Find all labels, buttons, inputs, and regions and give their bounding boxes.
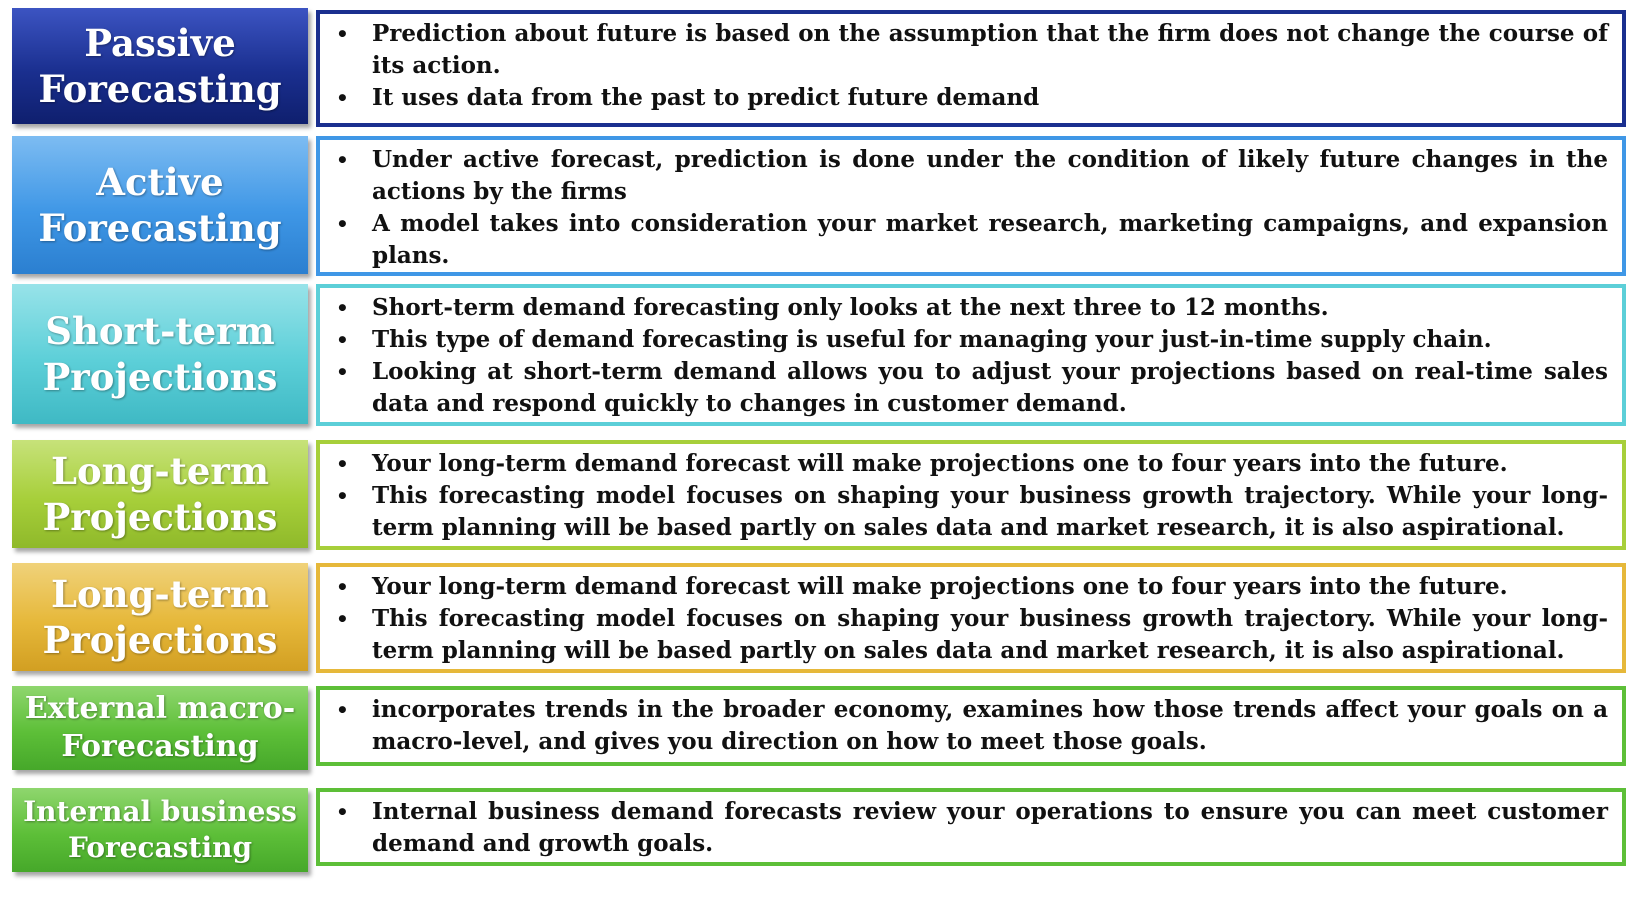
bullet-list: incorporates trends in the broader econo… [334, 694, 1608, 758]
label-line: Internal business [23, 795, 297, 828]
label-passive-forecasting: Passive Forecasting [12, 8, 308, 124]
label-long-term-projections: Long-term Projections [12, 440, 308, 548]
bullet-item: A model takes into consideration your ma… [334, 208, 1608, 272]
content-box-external-macro: incorporates trends in the broader econo… [316, 686, 1626, 766]
label-line: Active [96, 160, 224, 204]
label-external-macro-forecasting: External macro- Forecasting [12, 686, 308, 770]
label-line: Long-term [50, 449, 270, 493]
label-line: Short-term [45, 309, 275, 353]
bullet-item: Internal business demand forecasts revie… [334, 796, 1608, 860]
bullet-item: It uses data from the past to predict fu… [334, 82, 1608, 114]
label-internal-business-forecasting: Internal business Forecasting [12, 788, 308, 872]
bullet-item: Your long-term demand forecast will make… [334, 448, 1608, 480]
bullet-item: Looking at short-term demand allows you … [334, 356, 1608, 420]
content-box-long-term-gold: Your long-term demand forecast will make… [316, 563, 1626, 673]
bullet-item: This forecasting model focuses on shapin… [334, 480, 1608, 544]
bullet-item: Short-term demand forecasting only looks… [334, 292, 1608, 324]
bullet-list: Your long-term demand forecast will make… [334, 571, 1608, 667]
label-long-term-projections: Long-term Projections [12, 563, 308, 671]
bullet-list: Prediction about future is based on the … [334, 18, 1608, 114]
bullet-item: This type of demand forecasting is usefu… [334, 324, 1608, 356]
label-line: Projections [42, 495, 278, 539]
content-box-active: Under active forecast, prediction is don… [316, 136, 1626, 276]
label-line: Projections [42, 355, 278, 399]
label-line: Forecasting [61, 729, 259, 764]
label-active-forecasting: Active Forecasting [12, 136, 308, 274]
bullet-item: Prediction about future is based on the … [334, 18, 1608, 82]
label-line: Forecasting [67, 831, 253, 864]
content-box-long-term-green: Your long-term demand forecast will make… [316, 440, 1626, 550]
content-box-passive: Prediction about future is based on the … [316, 10, 1626, 127]
label-line: Passive [84, 21, 236, 65]
label-line: Long-term [50, 572, 270, 616]
bullet-item: Under active forecast, prediction is don… [334, 144, 1608, 208]
label-short-term-projections: Short-term Projections [12, 284, 308, 424]
label-line: Projections [42, 618, 278, 662]
content-box-short-term: Short-term demand forecasting only looks… [316, 284, 1626, 426]
label-line: Forecasting [38, 206, 282, 250]
bullet-list: Under active forecast, prediction is don… [334, 144, 1608, 272]
bullet-item: incorporates trends in the broader econo… [334, 694, 1608, 758]
bullet-list: Your long-term demand forecast will make… [334, 448, 1608, 544]
label-line: Forecasting [38, 67, 282, 111]
bullet-item: Your long-term demand forecast will make… [334, 571, 1608, 603]
bullet-list: Internal business demand forecasts revie… [334, 796, 1608, 860]
bullet-item: This forecasting model focuses on shapin… [334, 603, 1608, 667]
label-line: External macro- [24, 691, 296, 726]
bullet-list: Short-term demand forecasting only looks… [334, 292, 1608, 420]
content-box-internal-business: Internal business demand forecasts revie… [316, 788, 1626, 866]
